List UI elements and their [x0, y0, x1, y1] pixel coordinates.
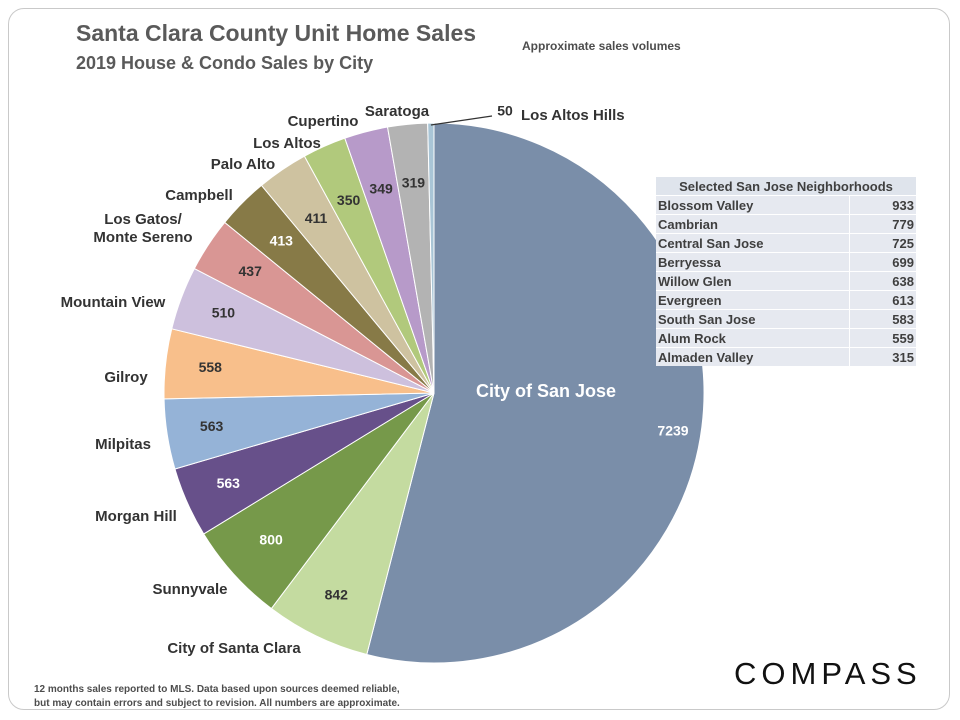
neighborhood-name: Willow Glen [656, 271, 850, 291]
category-label-sunnyvale: Sunnyvale [152, 581, 227, 598]
value-label-saratoga: 319 [402, 175, 426, 191]
neighborhood-name: Central San Jose [656, 233, 850, 253]
neighborhood-value: 559 [849, 328, 916, 348]
value-label-morgan-hill: 563 [217, 475, 241, 491]
category-label-los-altos-hills: Los Altos Hills [521, 107, 625, 124]
table-row: Blossom Valley 933 [656, 195, 916, 215]
table-row: Alum Rock 559 [656, 328, 916, 348]
neighborhood-value: 699 [849, 252, 916, 272]
category-label-los-altos: Los Altos [253, 135, 321, 152]
value-label-los-altos: 350 [337, 192, 361, 208]
value-label-sunnyvale: 800 [259, 532, 283, 548]
value-label-los-altos-hills: 50 [497, 103, 513, 119]
neighborhood-value: 583 [849, 309, 916, 329]
disclaimer-line-1: 12 months sales reported to MLS. Data ba… [34, 684, 400, 695]
disclaimer: 12 months sales reported to MLS. Data ba… [34, 683, 400, 710]
category-label-morgan-hill: Morgan Hill [95, 508, 177, 525]
neighborhood-name: Blossom Valley [656, 195, 850, 215]
neighborhood-name: Almaden Valley [656, 347, 850, 366]
value-label-gilroy: 558 [199, 359, 223, 375]
table-row: South San Jose 583 [656, 309, 916, 329]
table-row: Central San Jose 725 [656, 233, 916, 253]
category-label-milpitas: Milpitas [95, 436, 151, 453]
neighborhood-name: Cambrian [656, 214, 850, 234]
chart-title: Santa Clara County Unit Home Sales [76, 20, 477, 46]
category-label-cupertino: Cupertino [288, 113, 359, 130]
category-label-los-gatos-monte-sereno: Los Gatos/Monte Sereno [93, 211, 192, 246]
neighborhood-name: Alum Rock [656, 328, 850, 348]
neighborhood-name: Evergreen [656, 290, 850, 310]
category-label-gilroy: Gilroy [104, 369, 148, 386]
table-row: Berryessa 699 [656, 252, 916, 272]
neighborhood-table-header: Selected San Jose Neighborhoods [656, 177, 916, 196]
category-label-palo-alto: Palo Alto [211, 156, 275, 173]
value-label-campbell: 413 [270, 232, 294, 248]
table-row: Evergreen 613 [656, 290, 916, 310]
value-label-city-of-san-jose: 7239 [657, 423, 688, 439]
chart-subtitle: 2019 House & Condo Sales by City [76, 53, 374, 73]
neighborhood-value: 779 [849, 214, 916, 234]
neighborhood-value: 933 [849, 195, 916, 215]
pie-labels: 7239 City of San Jose 842 City of Santa Cla… [61, 103, 689, 657]
value-label-cupertino: 349 [369, 181, 393, 197]
value-label-palo-alto: 411 [305, 210, 328, 226]
neighborhood-value: 315 [849, 347, 916, 366]
value-label-los-gatos-monte-sereno: 437 [239, 263, 263, 279]
category-label-city-of-santa-clara: City of Santa Clara [167, 640, 301, 657]
table-row: Cambrian 779 [656, 214, 916, 234]
neighborhood-table-header-row: Selected San Jose Neighborhoods [656, 177, 916, 196]
neighborhood-value: 725 [849, 233, 916, 253]
pie-slices [163, 122, 705, 664]
pie-slice-los-altos-hills [427, 122, 435, 394]
disclaimer-line-2: but may contain errors and subject to re… [34, 697, 400, 709]
pie-slice-city-of-san-jose [366, 122, 705, 664]
leader-line-los-altos-hills [430, 115, 493, 126]
category-label-mountain-view: Mountain View [61, 294, 166, 311]
neighborhood-value: 613 [849, 290, 916, 310]
value-label-city-of-santa-clara: 842 [325, 586, 349, 602]
category-label-city-of-san-jose: City of San Jose [476, 381, 616, 401]
table-row: Almaden Valley 315 [656, 347, 916, 366]
compass-logo: COMPASS [734, 656, 922, 691]
category-label-campbell: Campbell [165, 187, 233, 204]
table-row: Willow Glen 638 [656, 271, 916, 291]
value-label-milpitas: 563 [200, 418, 224, 434]
neighborhood-table: Selected San Jose Neighborhoods Blossom … [656, 177, 916, 366]
neighborhood-name: Berryessa [656, 252, 850, 272]
category-label-saratoga: Saratoga [365, 103, 430, 120]
value-label-mountain-view: 510 [212, 305, 236, 321]
volume-note: Approximate sales volumes [522, 39, 681, 53]
neighborhood-name: South San Jose [656, 309, 850, 329]
neighborhood-value: 638 [849, 271, 916, 291]
